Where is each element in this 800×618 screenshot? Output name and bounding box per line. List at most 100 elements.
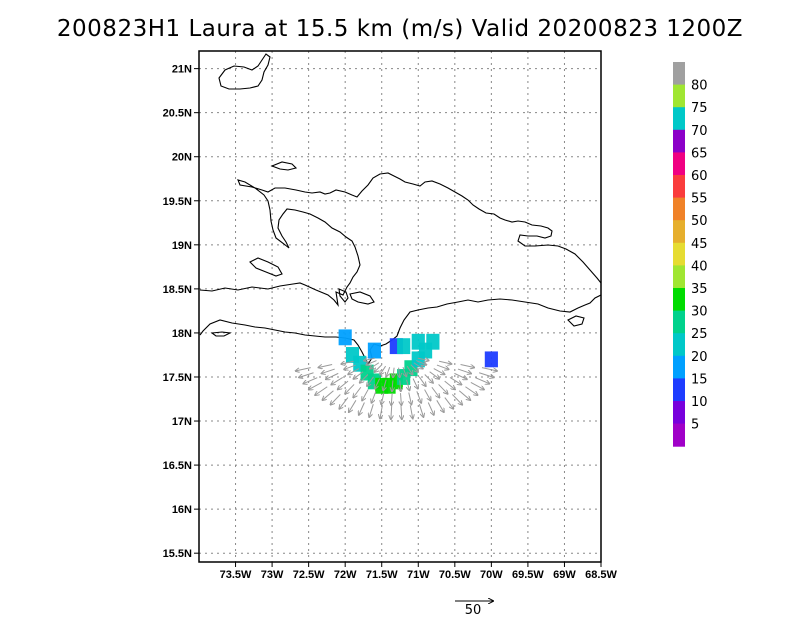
wind-vector — [380, 365, 387, 374]
wind-vector — [331, 377, 343, 384]
colorbar-segment — [673, 175, 685, 199]
wind-vector — [407, 379, 410, 391]
wind-vector — [460, 363, 475, 367]
wind-vector — [416, 360, 426, 365]
y-tick-label: 21N — [172, 64, 192, 76]
wind-vector — [367, 376, 374, 386]
wind-vector — [348, 368, 360, 375]
bay-islet — [338, 288, 349, 303]
wind-vector — [457, 368, 471, 373]
x-tick-label: 70W — [480, 569, 503, 581]
colorbar-legend: 5 10 15 20 25 30 35 40 45 50 55 60 65 70 75 80 — [673, 62, 708, 447]
wind-vector — [386, 366, 391, 376]
x-tick-label: 73W — [261, 569, 284, 581]
wind-vectors — [296, 358, 497, 419]
y-tick-label: 18N — [172, 328, 192, 340]
wind-vector — [339, 397, 349, 409]
wind-vector — [418, 404, 423, 417]
wind-speed-cell — [411, 333, 425, 350]
wind-vector — [381, 392, 384, 405]
colorbar-label: 50 — [691, 214, 708, 229]
tortuga-island — [270, 161, 298, 171]
wind-vector — [369, 404, 374, 417]
wind-vector — [299, 372, 314, 378]
wind-vector — [444, 397, 453, 409]
wind-vector — [410, 405, 412, 418]
colorbar-segment — [673, 310, 685, 334]
colorbar-label: 45 — [691, 237, 708, 252]
wind-vector — [412, 378, 418, 389]
colorbar-label: 60 — [691, 169, 708, 184]
wind-vector — [349, 400, 357, 412]
north-island — [218, 53, 271, 90]
colorbar-segment — [673, 129, 685, 153]
wind-vector — [401, 393, 402, 405]
colorbar-label: 80 — [691, 79, 708, 94]
colorbar-segment — [673, 220, 685, 244]
plot-frame — [198, 50, 602, 563]
wind-vector — [372, 391, 377, 402]
wind-vector — [409, 392, 412, 405]
wind-vector — [444, 380, 455, 389]
colorbar-segment — [673, 288, 685, 312]
wind-vector — [418, 376, 426, 386]
wind-vector — [439, 361, 451, 364]
wind-vector — [449, 377, 461, 384]
wind-vector — [359, 402, 365, 415]
colorbar-segment — [673, 265, 685, 289]
coastline-map — [199, 53, 601, 366]
x-axis: 73.5W 73W 72.5W 72W 71.5W 71W 70.5W 70W 69.5W 69W… — [220, 562, 618, 581]
central-islet — [349, 291, 375, 305]
wind-vector — [341, 361, 354, 364]
y-tick-label: 15.5N — [163, 548, 192, 560]
wind-vector — [331, 394, 341, 404]
colorbar-segment — [673, 107, 685, 131]
colorbar-label: 40 — [691, 259, 708, 274]
wind-vector — [309, 381, 323, 389]
colorbar-label: 25 — [691, 327, 708, 342]
y-tick-label: 18.5N — [163, 284, 192, 296]
y-tick-label: 17.5N — [163, 372, 192, 384]
wind-vector — [296, 367, 311, 371]
reference-vector: 50 — [455, 601, 493, 618]
colorbar-label: 35 — [691, 282, 708, 297]
colorbar-label: 20 — [691, 350, 708, 365]
wind-speed-cell — [397, 338, 411, 355]
wind-vector — [345, 384, 355, 393]
wind-vector — [436, 400, 444, 412]
wind-vector — [362, 389, 369, 401]
reference-vector-label: 50 — [465, 603, 482, 618]
colorbar-label: 75 — [691, 101, 708, 116]
wind-speed-cell — [426, 333, 440, 350]
wind-vector — [417, 358, 429, 360]
colorbar-label: 10 — [691, 395, 708, 410]
wind-vector — [338, 380, 349, 389]
wind-vector — [458, 390, 470, 400]
wind-vector — [326, 372, 339, 379]
wind-vector — [400, 380, 401, 391]
x-tick-label: 72.5W — [293, 569, 325, 581]
wind-vector — [319, 363, 333, 367]
y-tick-label: 16.5N — [163, 460, 192, 472]
colorbar-label: 70 — [691, 124, 708, 139]
colorbar-segment — [673, 242, 685, 266]
wind-vector — [436, 364, 449, 369]
x-tick-label: 71.5W — [366, 569, 398, 581]
wind-vector — [354, 371, 364, 379]
wind-vector — [424, 389, 431, 401]
wind-vector — [427, 402, 434, 415]
y-tick-label: 19N — [172, 240, 192, 252]
y-tick-label: 20N — [172, 152, 192, 164]
wind-vector — [451, 394, 462, 404]
y-tick-label: 19.5N — [163, 196, 192, 208]
x-tick-label: 68.5W — [585, 569, 617, 581]
wind-vector — [399, 367, 400, 378]
east-islet — [567, 315, 585, 327]
colorbar-label: 65 — [691, 146, 708, 161]
colorbar-segment — [673, 355, 685, 379]
chart-title: 200823H1 Laura at 15.5 km (m/s) Valid 20… — [56, 16, 744, 42]
wind-vector — [375, 378, 381, 389]
wind-speed-cell — [484, 351, 498, 368]
hispaniola-coastline — [199, 172, 601, 307]
wind-vector — [416, 391, 421, 402]
